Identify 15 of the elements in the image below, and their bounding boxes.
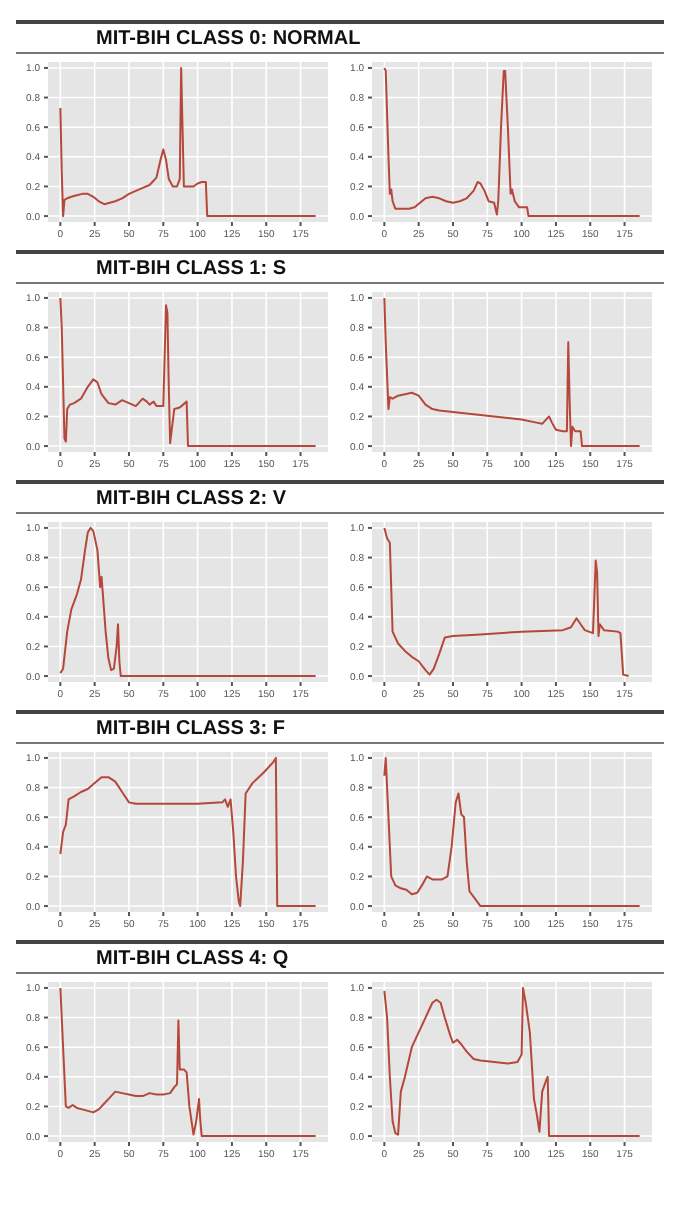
line-series <box>383 756 641 908</box>
line-series <box>59 756 317 908</box>
line-series <box>383 986 641 1138</box>
line-series <box>383 66 641 218</box>
line-series <box>59 986 317 1138</box>
chart-title: MIT-BIH CLASS 2: V <box>94 486 289 512</box>
chart-title: MIT-BIH CLASS 4: Q <box>94 946 291 972</box>
line-series <box>59 296 317 448</box>
chart-title: MIT-BIH CLASS 1: S <box>94 256 289 282</box>
chart-title: MIT-BIH CLASS 0: NORMAL <box>94 26 363 52</box>
line-series <box>59 526 317 678</box>
line-series <box>59 66 317 218</box>
chart-title: MIT-BIH CLASS 3: F <box>94 716 287 742</box>
line-series <box>383 296 641 448</box>
line-series <box>383 526 630 678</box>
